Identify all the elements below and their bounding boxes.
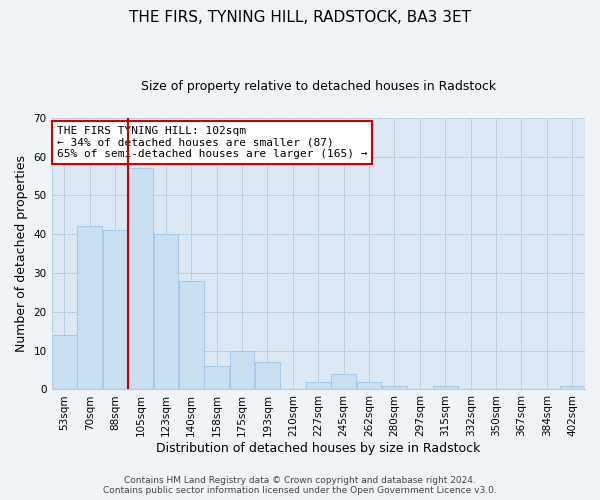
- Text: THE FIRS, TYNING HILL, RADSTOCK, BA3 3ET: THE FIRS, TYNING HILL, RADSTOCK, BA3 3ET: [129, 10, 471, 25]
- Bar: [560, 386, 584, 390]
- Bar: [331, 374, 356, 390]
- Bar: [433, 386, 458, 390]
- Bar: [382, 386, 407, 390]
- X-axis label: Distribution of detached houses by size in Radstock: Distribution of detached houses by size …: [156, 442, 481, 455]
- Bar: [77, 226, 102, 390]
- Bar: [103, 230, 127, 390]
- Bar: [128, 168, 153, 390]
- Bar: [52, 335, 77, 390]
- Y-axis label: Number of detached properties: Number of detached properties: [15, 155, 28, 352]
- Bar: [230, 350, 254, 390]
- Title: Size of property relative to detached houses in Radstock: Size of property relative to detached ho…: [141, 80, 496, 93]
- Bar: [255, 362, 280, 390]
- Text: THE FIRS TYNING HILL: 102sqm
← 34% of detached houses are smaller (87)
65% of se: THE FIRS TYNING HILL: 102sqm ← 34% of de…: [57, 126, 367, 159]
- Text: Contains HM Land Registry data © Crown copyright and database right 2024.
Contai: Contains HM Land Registry data © Crown c…: [103, 476, 497, 495]
- Bar: [205, 366, 229, 390]
- Bar: [357, 382, 382, 390]
- Bar: [306, 382, 331, 390]
- Bar: [179, 281, 203, 390]
- Bar: [154, 234, 178, 390]
